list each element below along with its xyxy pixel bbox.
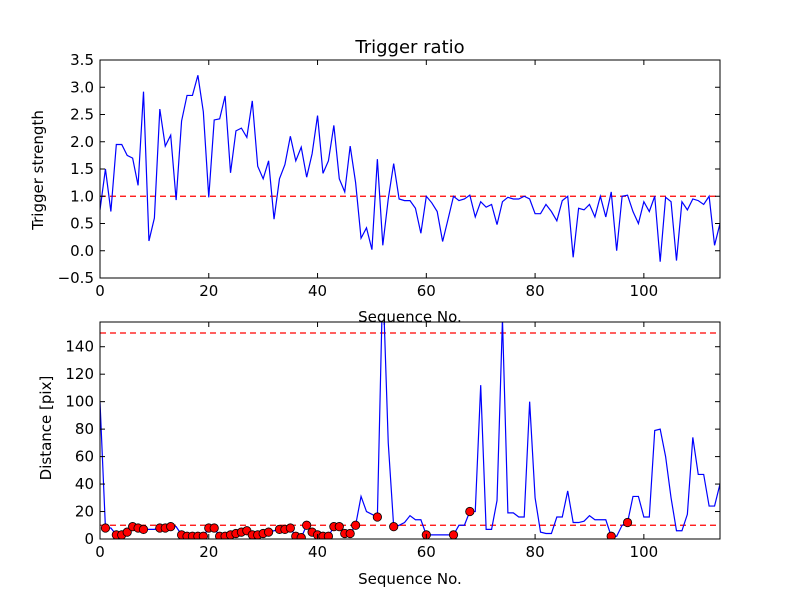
- y-tick-label: 0.5: [70, 215, 94, 233]
- y-tick-label: 1.5: [70, 160, 94, 178]
- series-line: [100, 75, 720, 262]
- data-point-marker: [302, 520, 312, 530]
- x-tick-label: 100: [630, 543, 659, 561]
- x-tick-label: 20: [199, 543, 218, 561]
- data-point-marker: [606, 531, 616, 539]
- chart-title: Trigger ratio: [354, 37, 464, 58]
- data-point-marker: [263, 527, 274, 537]
- x-tick-label: 0: [95, 543, 105, 561]
- x-axis-label-top: Sequence No.: [358, 308, 462, 326]
- data-point-marker: [389, 522, 399, 532]
- y-tick-label: 3.5: [70, 51, 94, 69]
- y-tick-label: 1.0: [70, 187, 94, 205]
- y-tick-label: 80: [75, 420, 94, 438]
- data-point-marker: [622, 517, 633, 528]
- x-tick-label: 80: [526, 543, 545, 561]
- y-tick-label: 100: [65, 393, 94, 411]
- data-point-marker: [351, 520, 361, 530]
- y-tick-label: 60: [75, 448, 94, 466]
- x-tick-label: 60: [417, 543, 436, 561]
- y-tick-label: 120: [65, 365, 94, 383]
- y-tick-label: 2.0: [70, 133, 94, 151]
- data-point-marker: [296, 533, 306, 539]
- y-axis-label-bottom: Distance [pix]: [37, 376, 55, 481]
- y-tick-label: 0.0: [70, 242, 94, 260]
- y-tick-label: 2.5: [70, 106, 94, 124]
- x-tick-label: 40: [308, 282, 327, 300]
- distance-chart: 0 20 40 60 80 100 0 20 40 60 80 100 120 140 Sequence …: [37, 321, 721, 588]
- y-tick-label: 40: [75, 475, 94, 493]
- x-axis-label-bottom: Sequence No.: [358, 570, 462, 588]
- data-point-marker: [122, 527, 132, 537]
- plot-area-bottom: 0 20 40 60 80 100 0 20 40 60 80 100 120 140: [65, 321, 721, 561]
- y-tick-label: 140: [65, 338, 94, 356]
- data-point-marker: [323, 531, 334, 539]
- trigger-ratio-chart: Trigger ratio 0 20 40 60 80 100 −0.5 0.0 0.5 1.0 1…: [29, 37, 721, 326]
- y-tick-label: 3.0: [70, 78, 94, 96]
- x-tick-label: 60: [417, 282, 436, 300]
- x-tick-label: 40: [308, 543, 327, 561]
- x-tick-label: 80: [526, 282, 545, 300]
- data-point-marker: [465, 506, 475, 517]
- x-tick-label: 100: [630, 282, 659, 300]
- data-point-marker: [334, 522, 344, 532]
- axes-frame: [99, 321, 721, 540]
- data-point-marker: [209, 523, 219, 533]
- data-point-marker: [138, 524, 149, 534]
- data-point-marker: [285, 523, 295, 533]
- data-point-marker: [448, 530, 459, 539]
- x-tick-label: 20: [199, 282, 218, 300]
- plot-area-top: 0 20 40 60 80 100 −0.5 0.0 0.5 1.0 1.5 2.0 2.5 3.0 3.5: [58, 51, 721, 300]
- y-tick-label: −0.5: [58, 269, 94, 287]
- data-point-marker: [166, 522, 176, 532]
- data-point-marker: [372, 512, 382, 522]
- x-tick-label: 0: [95, 282, 105, 300]
- plot-content: [100, 322, 720, 539]
- data-point-marker: [198, 531, 208, 539]
- y-axis-label-top: Trigger strength: [29, 110, 47, 231]
- y-tick-label: 0: [84, 530, 94, 548]
- y-tick-label: 20: [75, 503, 94, 521]
- data-point-marker: [100, 523, 111, 533]
- data-point-marker: [345, 528, 355, 539]
- plot-content: [100, 75, 720, 262]
